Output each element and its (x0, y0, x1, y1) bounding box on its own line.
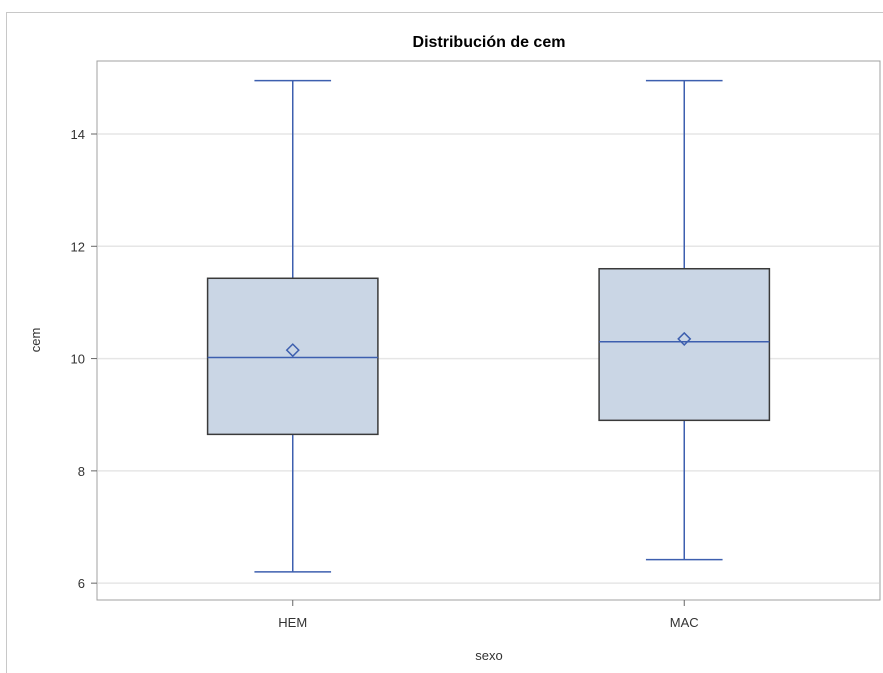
x-axis-ticks: HEM MAC (278, 600, 699, 630)
chart-frame (6, 12, 883, 673)
gridlines (98, 133, 879, 584)
y-tick-label: 6 (78, 576, 85, 591)
box-mac (598, 79, 771, 561)
boxes-group (206, 79, 771, 573)
box-hem (206, 79, 379, 573)
y-tick-label: 10 (71, 352, 85, 367)
y-tick-label: 12 (71, 239, 85, 254)
y-tick-label: 14 (71, 127, 85, 142)
x-tick-label: MAC (670, 615, 699, 630)
y-axis-ticks: 6 8 10 12 14 (71, 127, 97, 591)
x-tick-label: HEM (278, 615, 307, 630)
y-axis-label: cem (28, 328, 43, 353)
mean-marker (285, 343, 300, 358)
y-tick-label: 8 (78, 464, 85, 479)
mean-marker (677, 331, 692, 346)
chart-title: Distribución de cem (413, 34, 566, 51)
x-axis-label: sexo (475, 648, 502, 663)
